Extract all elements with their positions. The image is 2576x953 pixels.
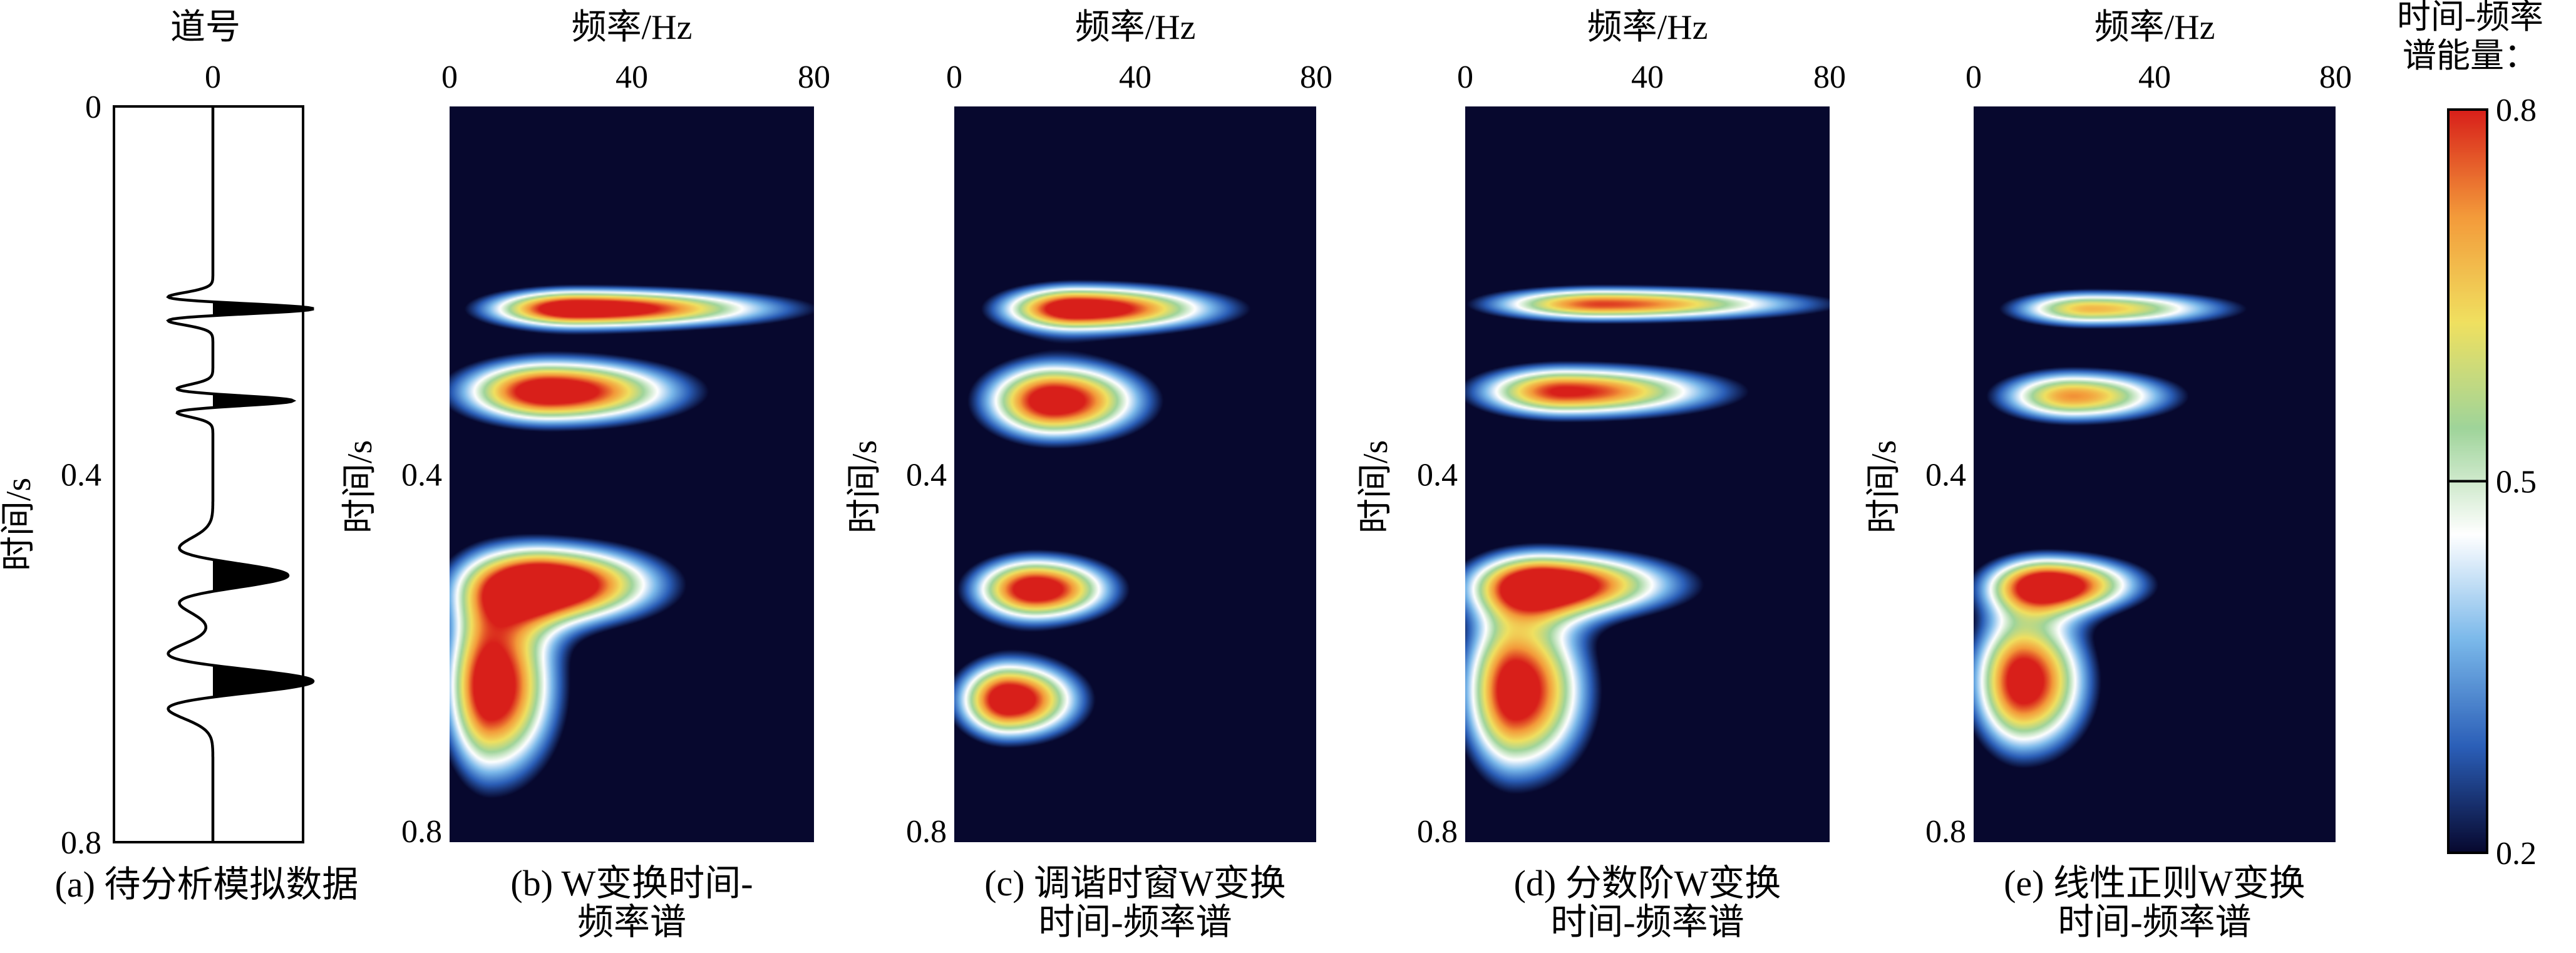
y-tick-label-d: 0.4 (1417, 458, 1458, 493)
colorbar-title: 时间-频率谱能量： (2397, 0, 2543, 75)
y-axis-title-b: 时间/s (341, 440, 379, 533)
heatmap-image-e (1974, 106, 2336, 842)
x-axis-title-c: 频率/Hz (1075, 8, 1196, 47)
panel-b: 0 40 80 频率/Hz 0.4 0.8 时间/s (b) W变换时间-频率谱 (341, 8, 830, 942)
y-tick-label-e: 0.4 (1925, 458, 1966, 493)
x-tick-label-d: 80 (1813, 59, 1846, 95)
x-tick-label-b: 80 (798, 59, 830, 95)
x-tick-label-d: 0 (1457, 59, 1473, 95)
y-axis-title-e: 时间/s (1865, 440, 1904, 533)
y-axis-title-c: 时间/s (845, 440, 884, 533)
x-axis-title-d: 频率/Hz (1587, 8, 1708, 47)
x-axis-title-b: 频率/Hz (572, 8, 693, 47)
x-tick-label-b: 40 (616, 59, 648, 95)
panel-e: 0 40 80 频率/Hz 0.4 0.8 时间/s (e) 线性正则W变换时间-频率谱 (1865, 8, 2352, 942)
y-tick-label-c: 0.4 (906, 458, 947, 493)
caption-c: (c) 调谐时窗W变换时间-频率谱 (984, 863, 1286, 942)
x-tick-label-c: 0 (946, 59, 962, 95)
x-axis-title-a: 道号 (170, 8, 240, 47)
x-tick-label-c: 80 (1300, 59, 1332, 95)
caption-a: (a) 待分析模拟数据 (55, 864, 359, 905)
caption-b: (b) W变换时间-频率谱 (510, 863, 753, 942)
colorbar-tick-label: 0.5 (2496, 465, 2537, 500)
caption-e: (e) 线性正则W变换时间-频率谱 (2004, 863, 2306, 942)
colorbar-tick-label: 0.8 (2496, 93, 2537, 128)
panel-c: 0 40 80 频率/Hz 0.4 0.8 时间/s (c) 调谐时窗W变换时间-频率谱 (845, 8, 1332, 942)
panels: 道号 0 0 0.4 0.8 时间/s (a) 待分析模拟数据 0 40 80 频率/Hz 0.4 0.… (0, 8, 2352, 942)
panel-d: 0 40 80 频率/Hz 0.4 0.8 时间/s (d) 分数阶W变换时间-频率谱 (1356, 8, 1846, 942)
x-tick-label-c: 40 (1119, 59, 1151, 95)
x-tick-label-e: 80 (2319, 59, 2352, 95)
x-tick-label-d: 40 (1631, 59, 1664, 95)
y-tick-label-d: 0.8 (1417, 814, 1458, 850)
x-axis-title-e: 频率/Hz (2094, 8, 2215, 47)
panel-a: 道号 0 0 0.4 0.8 时间/s (a) 待分析模拟数据 (0, 8, 358, 905)
heatmap-image-b (450, 106, 814, 842)
y-axis-title-d: 时间/s (1356, 440, 1395, 533)
y-tick-label-e: 0.8 (1925, 814, 1966, 850)
y-axis-title-a: 时间/s (0, 478, 38, 571)
x-tick-label-e: 40 (2138, 59, 2171, 95)
heatmap-image-d (1465, 106, 1830, 842)
x-tick-label-b: 0 (441, 59, 458, 95)
colorbar-tick-label: 0.2 (2496, 836, 2537, 872)
y-tick-label-c: 0.8 (906, 814, 947, 850)
heatmap-image-c (954, 106, 1316, 842)
trace-frame (113, 105, 304, 843)
colorbar: 0.8 0.5 0.2 时间-频率谱能量： (2397, 0, 2543, 872)
y-tick-label-b: 0.4 (401, 458, 442, 493)
x-tick-label-e: 0 (1965, 59, 1982, 95)
y-tick-label-a: 0 (85, 90, 101, 125)
seismic-trace-line (166, 106, 315, 842)
caption-d: (d) 分数阶W变换时间-频率谱 (1514, 863, 1781, 942)
y-tick-label-a: 0.8 (61, 825, 101, 861)
y-tick-label-b: 0.8 (401, 814, 442, 850)
y-tick-label-a: 0.4 (61, 458, 101, 493)
x-tick-label-a: 0 (205, 59, 221, 95)
